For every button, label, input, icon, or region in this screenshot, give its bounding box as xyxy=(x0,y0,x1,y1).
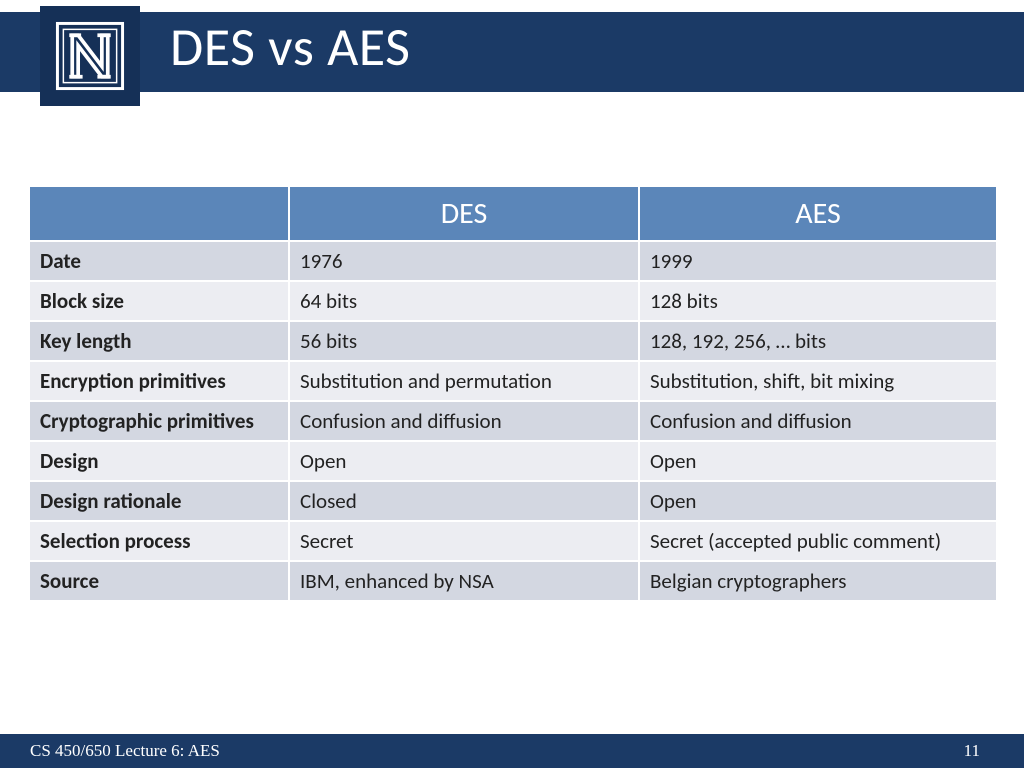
table-row: Cryptographic primitives Confusion and d… xyxy=(29,401,997,441)
row-label: Date xyxy=(29,241,289,281)
header-bar xyxy=(0,12,1024,92)
row-label: Design rationale xyxy=(29,481,289,521)
slide-title: DES vs AES xyxy=(170,14,410,80)
table-row: Encryption primitives Substitution and p… xyxy=(29,361,997,401)
cell-aes: Open xyxy=(639,481,997,521)
table-row: Selection process Secret Secret (accepte… xyxy=(29,521,997,561)
table-header-row: DES AES xyxy=(29,186,997,241)
university-logo xyxy=(40,6,140,106)
cell-des: Secret xyxy=(289,521,639,561)
cell-aes: 1999 xyxy=(639,241,997,281)
table-header-blank xyxy=(29,186,289,241)
table-row: Source IBM, enhanced by NSA Belgian cryp… xyxy=(29,561,997,601)
table-row: Key length 56 bits 128, 192, 256, … bits xyxy=(29,321,997,361)
cell-des: Substitution and permutation xyxy=(289,361,639,401)
cell-des: Open xyxy=(289,441,639,481)
cell-aes: Confusion and diffusion xyxy=(639,401,997,441)
cell-des: Closed xyxy=(289,481,639,521)
cell-des: 1976 xyxy=(289,241,639,281)
row-label: Source xyxy=(29,561,289,601)
row-label: Block size xyxy=(29,281,289,321)
table-row: Design Open Open xyxy=(29,441,997,481)
row-label: Design xyxy=(29,441,289,481)
n-logo-icon xyxy=(53,19,127,93)
table-header-des: DES xyxy=(289,186,639,241)
table-row: Date 1976 1999 xyxy=(29,241,997,281)
cell-aes: Secret (accepted public comment) xyxy=(639,521,997,561)
cell-aes: 128, 192, 256, … bits xyxy=(639,321,997,361)
cell-des: IBM, enhanced by NSA xyxy=(289,561,639,601)
cell-des: 56 bits xyxy=(289,321,639,361)
row-label: Key length xyxy=(29,321,289,361)
footer-left: CS 450/650 Lecture 6: AES xyxy=(30,741,220,761)
slide: DES vs AES DES AES Date 1976 1999 xyxy=(0,0,1024,768)
footer-bar: CS 450/650 Lecture 6: AES 11 xyxy=(0,734,1024,768)
row-label: Cryptographic primitives xyxy=(29,401,289,441)
cell-aes: Open xyxy=(639,441,997,481)
comparison-table: DES AES Date 1976 1999 Block size 64 bit… xyxy=(28,185,996,602)
cell-aes: Substitution, shift, bit mixing xyxy=(639,361,997,401)
table-header-aes: AES xyxy=(639,186,997,241)
cell-aes: Belgian cryptographers xyxy=(639,561,997,601)
cell-des: 64 bits xyxy=(289,281,639,321)
page-number: 11 xyxy=(964,741,980,761)
cell-des: Confusion and diffusion xyxy=(289,401,639,441)
row-label: Encryption primitives xyxy=(29,361,289,401)
table-row: Block size 64 bits 128 bits xyxy=(29,281,997,321)
table: DES AES Date 1976 1999 Block size 64 bit… xyxy=(28,185,998,602)
row-label: Selection process xyxy=(29,521,289,561)
table-row: Design rationale Closed Open xyxy=(29,481,997,521)
cell-aes: 128 bits xyxy=(639,281,997,321)
